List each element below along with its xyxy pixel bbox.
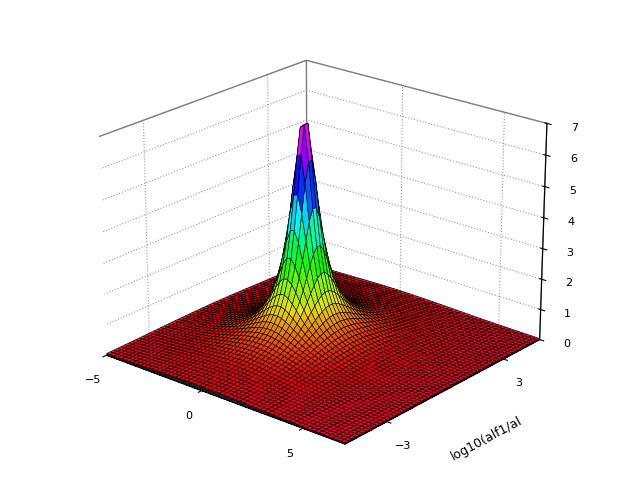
Y-axis label: log10(alf1/al: log10(alf1/al: [448, 414, 524, 462]
